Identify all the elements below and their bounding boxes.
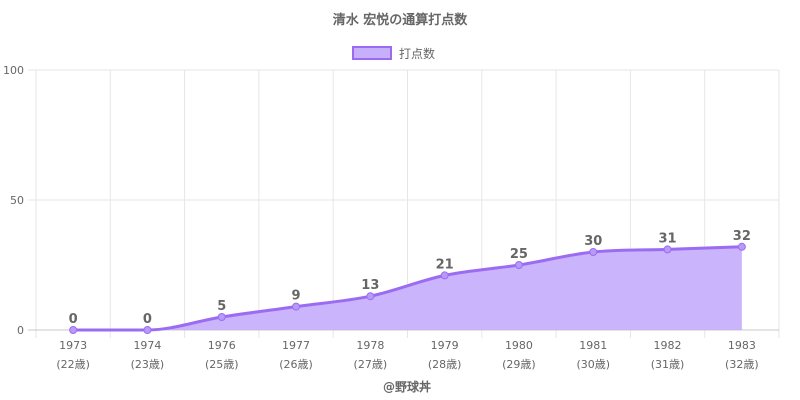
data-label: 5: [217, 299, 226, 314]
data-label: 9: [292, 289, 301, 304]
x-tick-label: 1981: [579, 339, 607, 352]
series-fill: [73, 246, 742, 330]
data-label: 0: [69, 312, 78, 327]
x-tick-label: 1974: [133, 339, 161, 352]
x-tick-sublabel: (28歳): [428, 358, 462, 371]
data-label: 32: [733, 229, 751, 244]
data-label: 21: [436, 257, 454, 272]
data-label: 30: [584, 234, 602, 249]
data-points: [69, 242, 746, 334]
legend-swatch: [352, 46, 392, 60]
x-tick-label: 1982: [654, 339, 682, 352]
series-line: [73, 245, 742, 332]
x-tick-sublabel: (31歳): [651, 358, 685, 371]
x-tick-label: 1973: [59, 339, 87, 352]
x-tick-sublabel: (23歳): [131, 358, 165, 371]
data-label: 13: [361, 278, 379, 293]
data-point: [69, 326, 78, 334]
y-axis-ticks: 0 50 100: [3, 64, 24, 337]
x-tick-sublabel: (26歳): [279, 358, 313, 371]
data-point: [589, 248, 598, 256]
x-tick-sublabel: (30歳): [576, 358, 610, 371]
x-tick-label: 1977: [282, 339, 310, 352]
x-tick-label: 1979: [431, 339, 459, 352]
data-point: [737, 242, 746, 251]
data-label: 25: [510, 247, 528, 262]
x-tick-sublabel: (32歳): [725, 358, 759, 371]
x-tick-label: 1980: [505, 339, 533, 352]
series-area: [73, 245, 742, 332]
y-tick-label: 50: [10, 194, 24, 207]
y-tick-label: 100: [3, 64, 24, 77]
data-label: 0: [143, 312, 152, 327]
x-tick-label: 1983: [728, 339, 756, 352]
x-axis-ticks: 1973 (22歳) 1974 (23歳) 1976 (25歳) 1977 (26歳) 1978…: [56, 339, 758, 371]
x-tick-label: 1976: [208, 339, 236, 352]
data-point: [217, 313, 226, 321]
legend: 打点数: [352, 46, 435, 61]
x-tick-sublabel: (25歳): [205, 358, 239, 371]
footer-credit: @野球丼: [383, 379, 431, 394]
data-point: [440, 271, 449, 280]
legend-label: 打点数: [399, 46, 435, 61]
data-labels: 0 0 5 9 13 21 25 30 31 32: [69, 229, 751, 327]
data-point: [143, 326, 152, 334]
data-point: [663, 245, 672, 254]
data-label: 31: [659, 231, 677, 246]
x-tick-sublabel: (22歳): [56, 358, 90, 371]
y-tick-label: 0: [17, 324, 24, 337]
data-point: [292, 302, 301, 311]
data-point: [514, 261, 523, 269]
x-tick-sublabel: (27歳): [354, 358, 388, 371]
chart-title: 清水 宏悦の通算打点数: [333, 12, 469, 28]
data-point: [366, 292, 375, 301]
x-tick-label: 1978: [356, 339, 384, 352]
x-tick-sublabel: (29歳): [502, 358, 536, 371]
